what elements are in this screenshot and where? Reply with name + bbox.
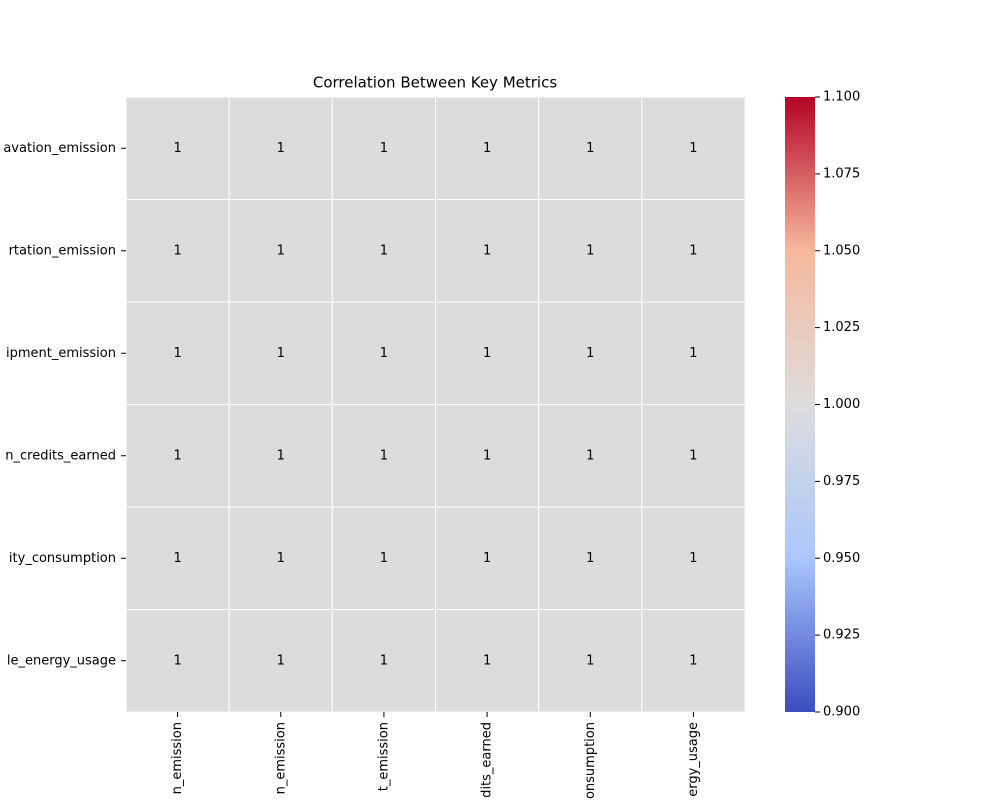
cell-annotation: 1 (586, 141, 594, 156)
heatmap-cell (538, 96, 643, 200)
cell-annotation: 1 (483, 653, 491, 668)
heatmap-cell (435, 301, 540, 405)
heatmap-cell (641, 609, 746, 713)
y-tick-label: ity_consumption (9, 551, 116, 566)
cell-annotation: 1 (689, 346, 697, 361)
heatmap-cell (538, 609, 643, 713)
heatmap-cell (228, 96, 333, 200)
cell-annotation: 1 (173, 653, 181, 668)
cell-annotation: 1 (277, 243, 285, 258)
heatmap-cell (331, 506, 437, 610)
cell-annotation: 1 (380, 653, 388, 668)
heatmap-cell (125, 506, 230, 610)
heatmap-cell (538, 506, 643, 610)
cell-annotation: 1 (483, 141, 491, 156)
colorbar-tick-label: 0.925 (823, 628, 860, 643)
cell-annotation: 1 (380, 448, 388, 463)
x-tick-label: dits_earned (480, 722, 495, 798)
heatmap-cell (228, 301, 333, 405)
cell-annotation: 1 (586, 551, 594, 566)
cell-annotation: 1 (380, 243, 388, 258)
cell-annotation: 1 (689, 448, 697, 463)
colorbar-tick-label: 1.100 (823, 90, 860, 105)
cell-annotation: 1 (173, 346, 181, 361)
cell-annotation: 1 (586, 653, 594, 668)
colorbar-tick-label: 1.025 (823, 320, 860, 335)
cell-annotation: 1 (277, 448, 285, 463)
heatmap-cell (228, 404, 333, 508)
cell-annotation: 1 (277, 346, 285, 361)
y-tick-label: rtation_emission (9, 243, 116, 258)
cell-annotation: 1 (586, 448, 594, 463)
cell-annotation: 1 (483, 551, 491, 566)
cell-annotation: 1 (586, 346, 594, 361)
colorbar-tick-label: 0.950 (823, 551, 860, 566)
heatmap-cell (641, 199, 746, 303)
heatmap-cell (641, 96, 746, 200)
cell-annotation: 1 (277, 653, 285, 668)
heatmap-cell (228, 199, 333, 303)
heatmap-cell (641, 404, 746, 508)
cell-annotation: 1 (277, 141, 285, 156)
heatmap-cell (641, 301, 746, 405)
heatmap-cell (331, 96, 437, 200)
x-tick-label: onsumption (583, 722, 598, 799)
cell-annotation: 1 (277, 551, 285, 566)
cell-annotation: 1 (689, 141, 697, 156)
heatmap-cell (641, 506, 746, 610)
heatmap-cell (125, 96, 230, 200)
cell-annotation: 1 (483, 243, 491, 258)
cell-annotation: 1 (173, 141, 181, 156)
y-tick-label: avation_emission (3, 141, 116, 156)
cell-annotation: 1 (380, 346, 388, 361)
cell-annotation: 1 (380, 551, 388, 566)
y-tick-label: le_energy_usage (7, 653, 116, 668)
heatmap-cell (435, 96, 540, 200)
cell-annotation: 1 (173, 448, 181, 463)
cell-annotation: 1 (483, 346, 491, 361)
x-tick-label: t_emission (376, 722, 391, 791)
cell-annotation: 1 (689, 551, 697, 566)
y-tick-label: n_credits_earned (5, 448, 116, 463)
heatmap-cell (435, 404, 540, 508)
heatmap-cell (538, 404, 643, 508)
x-tick-label: n_emission (170, 722, 185, 794)
cell-annotation: 1 (689, 243, 697, 258)
cell-annotation: 1 (483, 448, 491, 463)
cell-annotation: 1 (689, 653, 697, 668)
chart-title: Correlation Between Key Metrics (313, 74, 557, 92)
x-tick-label: ergy_usage (686, 722, 701, 797)
cell-annotation: 1 (173, 551, 181, 566)
y-tick-label: ipment_emission (6, 346, 116, 361)
heatmap-cell (538, 301, 643, 405)
heatmap-cell (435, 199, 540, 303)
cell-annotation: 1 (380, 141, 388, 156)
cell-annotation: 1 (586, 243, 594, 258)
colorbar (785, 97, 815, 712)
heatmap-cell (125, 609, 230, 713)
heatmap-cell (435, 506, 540, 610)
colorbar-tick-label: 0.900 (823, 705, 860, 720)
heatmap-cell (125, 301, 230, 405)
heatmap-cell (331, 301, 437, 405)
colorbar-tick-label: 0.975 (823, 474, 860, 489)
cell-annotation: 1 (173, 243, 181, 258)
colorbar-tick-label: 1.000 (823, 397, 860, 412)
heatmap-cell (125, 404, 230, 508)
heatmap-cell (331, 404, 437, 508)
colorbar-tick-label: 1.075 (823, 166, 860, 181)
colorbar-tick-label: 1.050 (823, 243, 860, 258)
x-tick-label: n_emission (273, 722, 288, 794)
